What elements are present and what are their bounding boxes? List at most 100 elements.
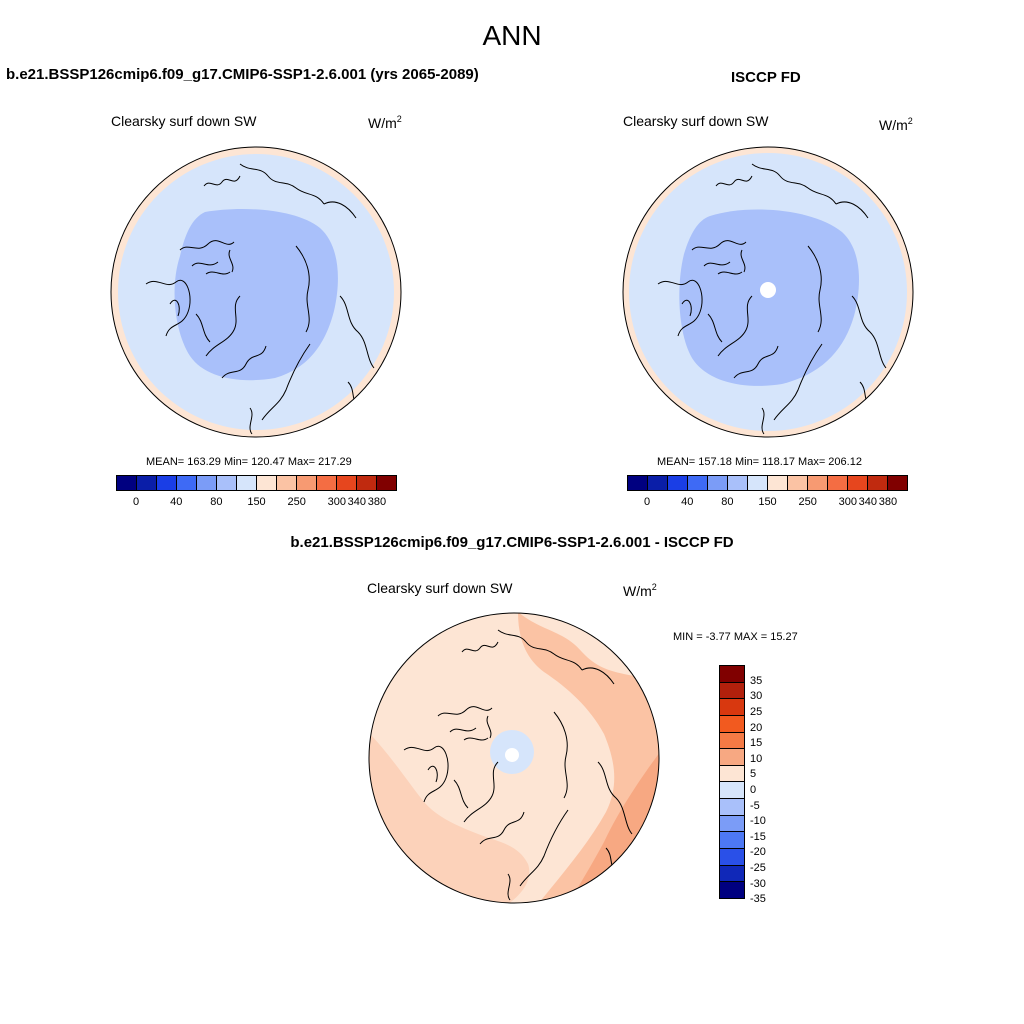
diff-colorbar-tick-label: -25 — [750, 862, 766, 874]
obs-map-border — [622, 146, 914, 438]
model-colorbar-swatch — [177, 476, 197, 490]
diff-panel-title: b.e21.BSSP126cmip6.f09_g17.CMIP6-SSP1-2.… — [290, 534, 734, 551]
model-inner-field — [174, 209, 338, 381]
page-title: ANN — [482, 20, 542, 51]
obs-colorbar-swatch — [828, 476, 848, 490]
model-colorbar-swatch — [157, 476, 177, 490]
obs-colorbar-swatch — [768, 476, 788, 490]
model-colorbar-tick-label: 300 — [327, 496, 346, 508]
diff-colorbar-tick-label: -5 — [750, 799, 760, 812]
obs-colorbar-swatch — [648, 476, 668, 490]
obs-colorbar-ticks: 0 40 80 150 250 300 340 380 — [627, 496, 908, 510]
diff-colorbar-swatch — [720, 749, 744, 766]
diff-colorbar-tick-label: -15 — [750, 830, 766, 843]
model-colorbar-swatch — [137, 476, 157, 490]
diff-colorbar-tick-label: -30 — [750, 877, 766, 890]
diff-colorbar-swatch — [720, 682, 744, 700]
diff-colorbar-swatch — [720, 815, 744, 833]
obs-colorbar-tick-label: 80 — [721, 496, 734, 508]
obs-colorbar-swatch — [688, 476, 708, 490]
diff-colorbar-swatch — [720, 765, 744, 783]
model-polar-map — [110, 146, 402, 438]
obs-stats: MEAN= 157.18 Min= 118.17 Max= 206.12 — [657, 456, 862, 468]
obs-colorbar-swatch — [808, 476, 828, 490]
diff-stats: MIN = -3.77 MAX = 15.27 — [673, 631, 798, 643]
diff-colorbar-tick-label: 20 — [750, 721, 763, 734]
obs-colorbar-tick-label: 150 — [758, 496, 777, 508]
obs-colorbar-tick-label: 340 — [858, 496, 878, 508]
model-colorbar-swatch — [377, 476, 396, 490]
diff-colorbar-tick-label: 25 — [750, 706, 763, 718]
model-colorbar — [116, 475, 397, 491]
obs-colorbar-swatch — [728, 476, 748, 490]
model-colorbar-tick-label: 250 — [287, 496, 306, 508]
obs-colorbar-swatch — [788, 476, 808, 490]
obs-polar-map — [622, 146, 914, 438]
obs-colorbar-swatch — [708, 476, 728, 490]
obs-variable-label: Clearsky surf down SW — [623, 113, 769, 129]
model-panel-title: b.e21.BSSP126cmip6.f09_g17.CMIP6-SSP1-2.… — [6, 66, 479, 83]
model-colorbar-tick-label: 380 — [367, 496, 387, 508]
diff-colorbar-swatch — [720, 715, 744, 733]
obs-colorbar-swatch — [668, 476, 688, 490]
diff-colorbar — [719, 665, 745, 899]
model-colorbar-tick-label: 0 — [133, 496, 140, 508]
diff-colorbar-swatch — [720, 666, 744, 683]
model-colorbar-swatch — [317, 476, 337, 490]
model-colorbar-swatch — [297, 476, 317, 490]
obs-unit-label: W/m2 — [879, 116, 913, 133]
diff-unit-label: W/m2 — [623, 582, 657, 599]
obs-colorbar-tick-label: 300 — [838, 496, 857, 508]
diff-colorbar-swatch — [720, 732, 744, 750]
diff-polar-hole — [505, 748, 519, 762]
diff-colorbar-tick-label: -20 — [750, 846, 766, 859]
diff-colorbar-swatch — [720, 699, 744, 716]
diff-colorbar-tick-label: 15 — [750, 737, 763, 750]
diff-colorbar-swatch — [720, 782, 744, 800]
obs-colorbar — [627, 475, 908, 491]
model-colorbar-swatch — [277, 476, 297, 490]
diff-colorbar-swatch — [720, 849, 744, 866]
model-colorbar-tick-label: 150 — [247, 496, 266, 508]
diff-colorbar-tick-label: -35 — [750, 893, 766, 906]
diff-colorbar-swatch — [720, 865, 744, 883]
diff-map-border — [368, 612, 660, 904]
model-unit-label: W/m2 — [368, 114, 402, 131]
diff-colorbar-tick-label: -10 — [750, 815, 766, 828]
obs-colorbar-swatch — [888, 476, 907, 490]
diff-colorbar-tick-label: 30 — [750, 690, 763, 703]
model-variable-label: Clearsky surf down SW — [111, 113, 257, 129]
diff-coastlines — [403, 629, 633, 901]
model-colorbar-swatch — [197, 476, 217, 490]
model-colorbar-tick-label: 340 — [347, 496, 367, 508]
obs-colorbar-swatch — [848, 476, 868, 490]
obs-panel-title: ISCCP FD — [731, 69, 801, 86]
model-colorbar-swatch — [337, 476, 357, 490]
diff-colorbar-swatch — [720, 882, 744, 898]
diff-colorbar-swatch — [720, 799, 744, 816]
model-colorbar-swatch — [217, 476, 237, 490]
obs-colorbar-swatch — [868, 476, 888, 490]
model-colorbar-swatch — [257, 476, 277, 490]
diff-colorbar-swatch — [720, 832, 744, 850]
obs-colorbar-swatch — [628, 476, 648, 490]
diff-variable-label: Clearsky surf down SW — [367, 580, 513, 596]
model-stats: MEAN= 163.29 Min= 120.47 Max= 217.29 — [146, 456, 352, 468]
model-map-border — [110, 146, 402, 438]
obs-colorbar-swatch — [748, 476, 768, 490]
diff-polar-map — [368, 612, 660, 904]
obs-polar-hole — [760, 282, 776, 298]
model-colorbar-swatch — [237, 476, 257, 490]
model-colorbar-swatch — [357, 476, 377, 490]
obs-colorbar-tick-label: 380 — [878, 496, 898, 508]
model-colorbar-swatch — [117, 476, 137, 490]
obs-colorbar-tick-label: 250 — [798, 496, 817, 508]
diff-colorbar-ticks: 35 30 25 20 15 10 5 0 -5 -10 -15 -20 -25 -30 -35 — [750, 665, 790, 905]
diff-colorbar-tick-label: 0 — [750, 784, 757, 796]
model-colorbar-tick-label: 40 — [170, 496, 183, 508]
model-coastlines — [145, 163, 375, 435]
diff-colorbar-tick-label: 5 — [750, 768, 757, 781]
diff-colorbar-tick-label: 35 — [750, 674, 763, 687]
diff-colorbar-tick-label: 10 — [750, 752, 763, 765]
model-colorbar-tick-label: 80 — [210, 496, 223, 508]
